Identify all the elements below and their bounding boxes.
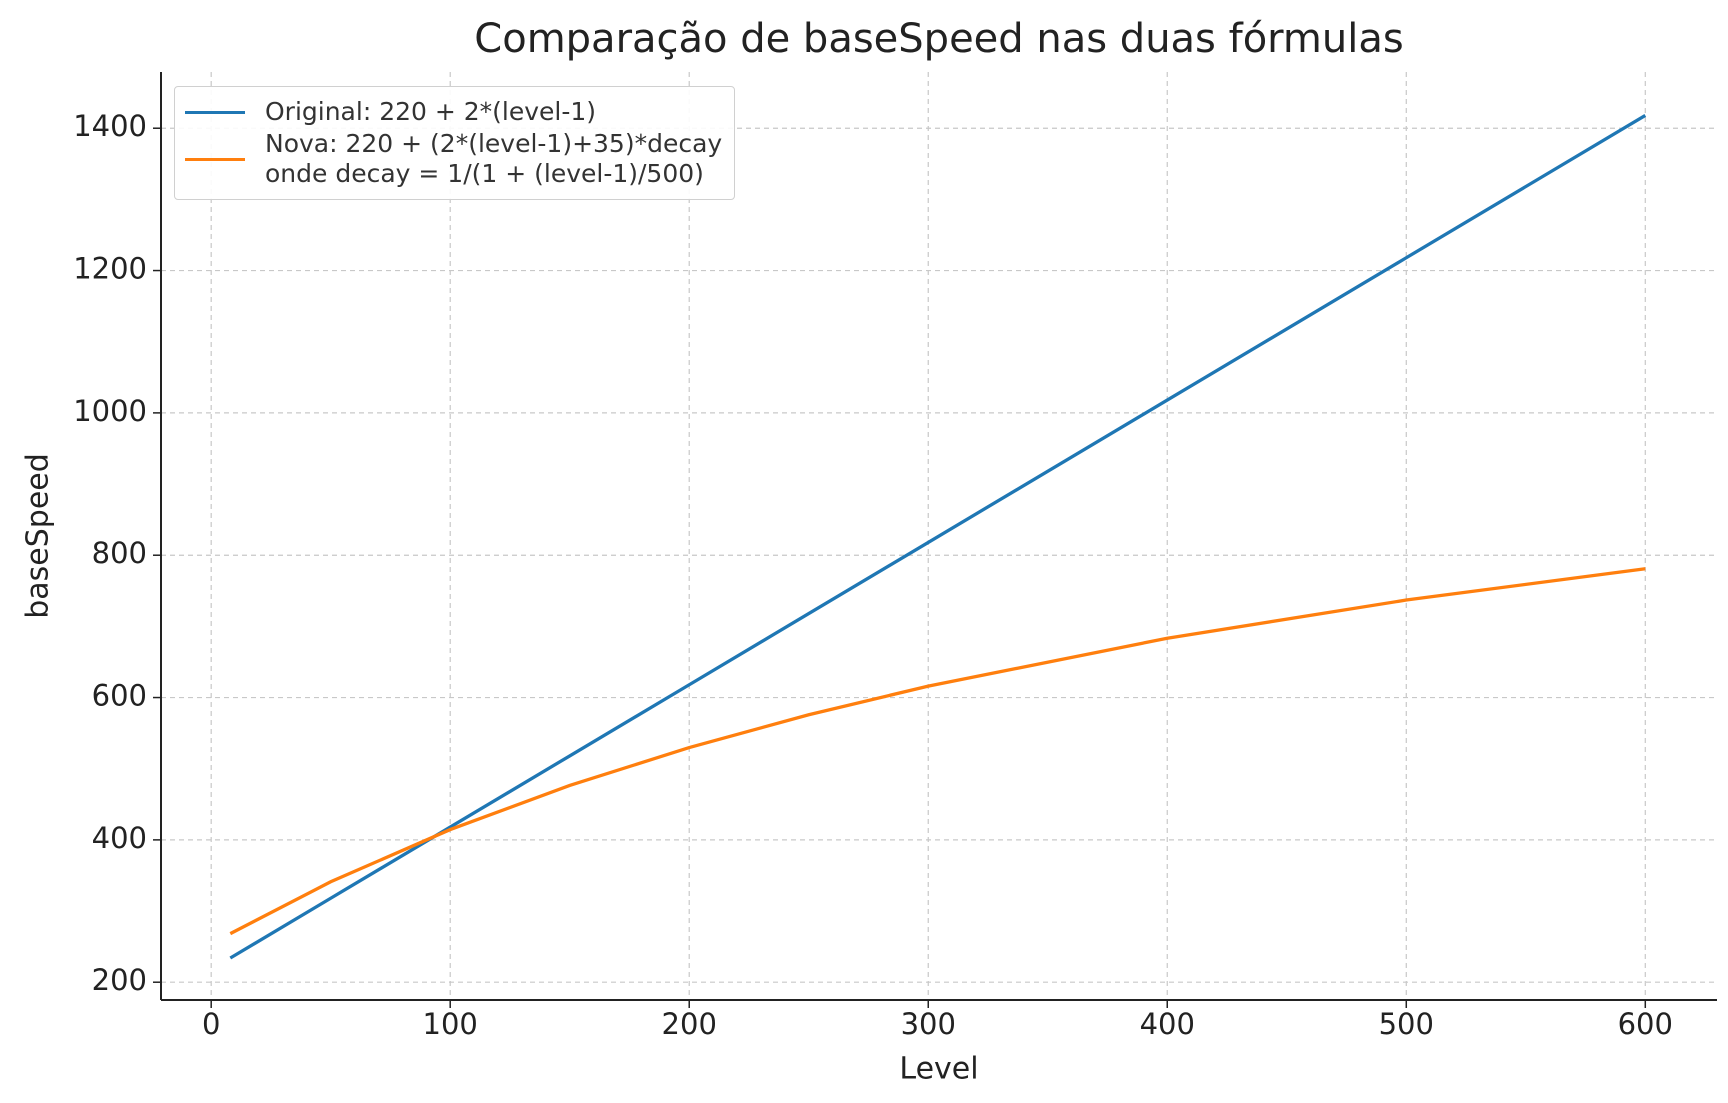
x-tick-label: 100 [423, 1007, 478, 1041]
legend-label: Original: 220 + 2*(level-1) [265, 97, 597, 126]
legend-swatch [185, 157, 245, 161]
x-tick-label: 200 [662, 1007, 717, 1041]
y-axis-label: baseSpeed [21, 453, 56, 619]
data-line [229, 113, 1647, 960]
y-tick-label: 1400 [73, 109, 147, 143]
legend: Original: 220 + 2*(level-1) Nova: 220 + (… [174, 86, 736, 200]
y-tick-label: 200 [92, 963, 147, 997]
x-tick-label: 0 [202, 1007, 220, 1041]
legend-label: Nova: 220 + (2*(level-1)+35)*decay onde … [265, 129, 723, 188]
y-tick-label: 1200 [73, 252, 147, 286]
x-tick-label: 600 [1618, 1007, 1673, 1041]
y-tick-label: 1000 [73, 394, 147, 428]
x-tick-label: 400 [1140, 1007, 1195, 1041]
data-line [229, 567, 1646, 936]
x-axis-label: Level [899, 1052, 978, 1087]
chart-title: Comparação de baseSpeed nas duas fórmula… [474, 16, 1403, 62]
legend-entry: Nova: 220 + (2*(level-1)+35)*decay onde … [185, 129, 722, 189]
y-tick-label: 600 [92, 679, 147, 713]
y-tick-label: 800 [92, 536, 147, 570]
x-tick-label: 500 [1379, 1007, 1434, 1041]
y-tick-label: 400 [92, 821, 147, 855]
legend-swatch [185, 110, 245, 114]
legend-entry: Original: 220 + 2*(level-1) [185, 97, 722, 127]
x-tick-label: 300 [901, 1007, 956, 1041]
